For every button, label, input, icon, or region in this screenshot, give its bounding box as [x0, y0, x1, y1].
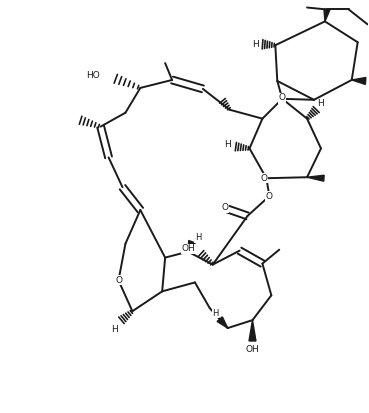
Text: O: O	[279, 93, 286, 102]
Text: H: H	[224, 140, 231, 149]
Text: OH: OH	[246, 345, 259, 354]
Polygon shape	[307, 175, 324, 181]
Text: H: H	[195, 233, 201, 242]
Polygon shape	[217, 317, 228, 328]
Text: O: O	[279, 94, 286, 103]
Text: O: O	[115, 276, 122, 285]
Text: H: H	[318, 99, 324, 108]
Text: H: H	[213, 309, 219, 318]
Text: O: O	[221, 204, 228, 213]
Polygon shape	[352, 78, 366, 84]
Polygon shape	[188, 240, 195, 252]
Text: O: O	[266, 192, 273, 201]
Text: H: H	[252, 40, 259, 49]
Polygon shape	[324, 9, 330, 21]
Text: OH: OH	[181, 244, 195, 253]
Polygon shape	[249, 320, 256, 341]
Text: HO: HO	[86, 71, 100, 81]
Text: O: O	[261, 174, 268, 183]
Text: H: H	[111, 325, 118, 334]
